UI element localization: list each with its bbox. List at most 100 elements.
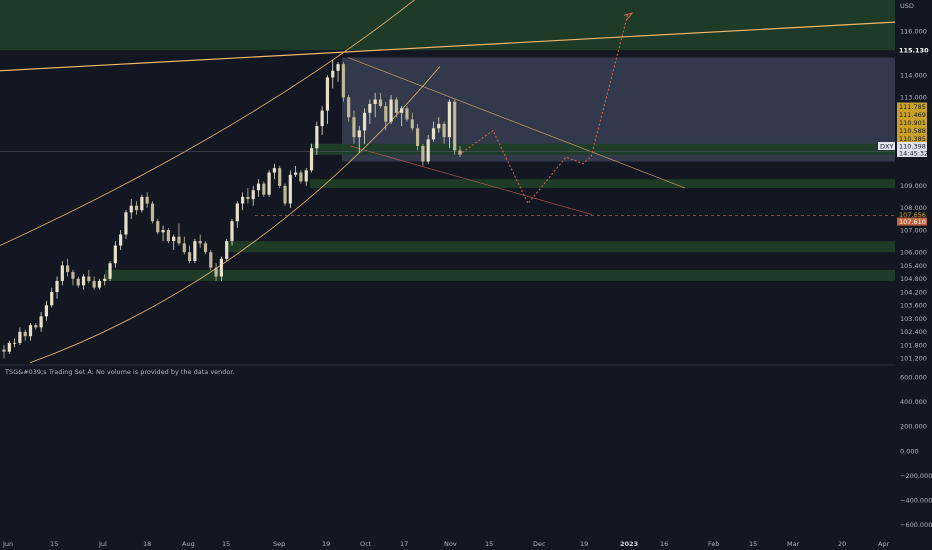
- time-tick-label: 16: [660, 540, 668, 548]
- projection-path: [458, 12, 634, 205]
- candle-body: [357, 130, 361, 138]
- zone-green-5: [105, 269, 895, 281]
- price-badge-text: 110.901: [899, 119, 926, 127]
- candle-body: [124, 212, 128, 235]
- candle-body: [108, 263, 112, 279]
- price-badge-text: 110.398: [899, 142, 926, 150]
- candle-body: [235, 203, 239, 222]
- candle-body: [219, 258, 223, 277]
- candle-body: [394, 99, 398, 113]
- time-tick-label: 15: [485, 540, 493, 548]
- candle-body: [373, 99, 377, 104]
- price-badge: 110.901: [897, 118, 927, 127]
- time-tick-label: Apr: [878, 540, 890, 548]
- symbol-tag-text: DXY: [880, 143, 893, 151]
- price-tick-label: 103.600: [900, 302, 927, 310]
- time-tick-label: Sep: [273, 540, 285, 548]
- candle-body: [246, 196, 250, 200]
- candle-body: [187, 252, 192, 262]
- candle-body: [442, 123, 446, 138]
- candle-body: [405, 108, 409, 120]
- time-tick-label: 15: [50, 540, 58, 548]
- top-trendline: [0, 21, 896, 72]
- candle-body: [39, 316, 43, 328]
- price-badge-text: 115.130: [899, 47, 929, 55]
- candle-body: [384, 106, 388, 122]
- candle-body: [421, 146, 425, 162]
- price-badge: 14:45:32: [897, 149, 928, 157]
- candle-body: [214, 267, 218, 277]
- candle-body: [241, 196, 245, 204]
- candle-body: [193, 241, 197, 262]
- price-badge: 115.130: [897, 46, 929, 55]
- candle-body: [415, 128, 420, 146]
- candle-body: [341, 64, 345, 98]
- candle-body: [134, 205, 139, 211]
- price-badge-bg: [897, 210, 927, 219]
- wedge-lower: [349, 145, 593, 215]
- candle-body: [18, 331, 22, 343]
- zones-layer: [0, 0, 895, 281]
- candle-body: [129, 205, 133, 213]
- price-tick-label: 103.000: [900, 315, 927, 323]
- price-badge-text: 111.469: [899, 111, 926, 119]
- candle-body: [13, 342, 17, 344]
- price-badge: 110.398: [897, 142, 927, 150]
- time-tick-label: Jun: [2, 540, 13, 548]
- price-badge: 110.385: [897, 134, 927, 143]
- time-tick-label: Nov: [444, 540, 457, 548]
- candle-body: [23, 331, 27, 337]
- candle-body: [166, 230, 170, 242]
- price-badge-bg: [897, 110, 927, 119]
- candle-body: [177, 236, 181, 244]
- candle-body: [331, 70, 335, 78]
- candle-body: [437, 123, 441, 129]
- candle-body: [256, 183, 261, 191]
- candle-body: [92, 280, 96, 288]
- indicator-axis[interactable]: 600.000 400.000 200.000 0.000 −200.000 −400.0…: [900, 374, 932, 529]
- candle-body: [230, 221, 234, 242]
- candle-body: [352, 117, 356, 138]
- candle-body: [7, 342, 11, 352]
- price-badge-bg: [897, 217, 927, 226]
- candle-body: [150, 203, 155, 222]
- candle-body: [299, 172, 303, 182]
- price-badge-bg: [897, 102, 927, 111]
- time-tick-label: Jul: [98, 540, 107, 548]
- indicator-status-text: TSG&#039;s Trading Set A: No volume is p…: [5, 368, 235, 376]
- candle-body: [172, 236, 176, 242]
- time-axis[interactable]: Jun 15 Jul 18 Aug 15 Sep 19 Oct 17 Nov 15 Dec 19 2023 1…: [2, 540, 890, 548]
- candle-body: [44, 305, 49, 317]
- indicator-tick-label: −200.000: [900, 472, 932, 480]
- candle-body: [294, 172, 298, 175]
- candle-body: [315, 126, 319, 149]
- price-badge-bg: [897, 134, 927, 143]
- candle-body: [378, 99, 383, 107]
- time-tick-label: Oct: [360, 540, 372, 548]
- candle-body: [288, 174, 292, 204]
- candle-body: [368, 103, 372, 113]
- lower-curve: [29, 66, 441, 364]
- candle-body: [161, 230, 165, 233]
- candle-body: [198, 241, 202, 244]
- candle-body: [304, 170, 308, 182]
- price-badge: 107.656: [897, 210, 927, 219]
- candle-body: [203, 243, 208, 253]
- candle-body: [119, 234, 123, 246]
- candle-body: [140, 196, 144, 211]
- price-badge-text: 107.656: [899, 211, 926, 219]
- price-badge-bg: [897, 126, 927, 135]
- candle-body: [103, 278, 107, 281]
- price-axis[interactable]: USD116.000114.000113.000109.000108.00010…: [900, 2, 927, 363]
- candle-body: [50, 292, 54, 306]
- indicator-tick-label: −400.000: [900, 496, 932, 504]
- price-tick-label: 104.800: [900, 275, 927, 283]
- zone-green-2: [310, 143, 895, 155]
- price-tick-label: 101.200: [900, 355, 927, 363]
- indicator-tick-label: 200.000: [900, 423, 927, 431]
- candle-body: [66, 265, 70, 273]
- projection-arrowhead: [623, 12, 634, 20]
- projection-line: [458, 13, 629, 205]
- currency-label: USD: [900, 2, 914, 10]
